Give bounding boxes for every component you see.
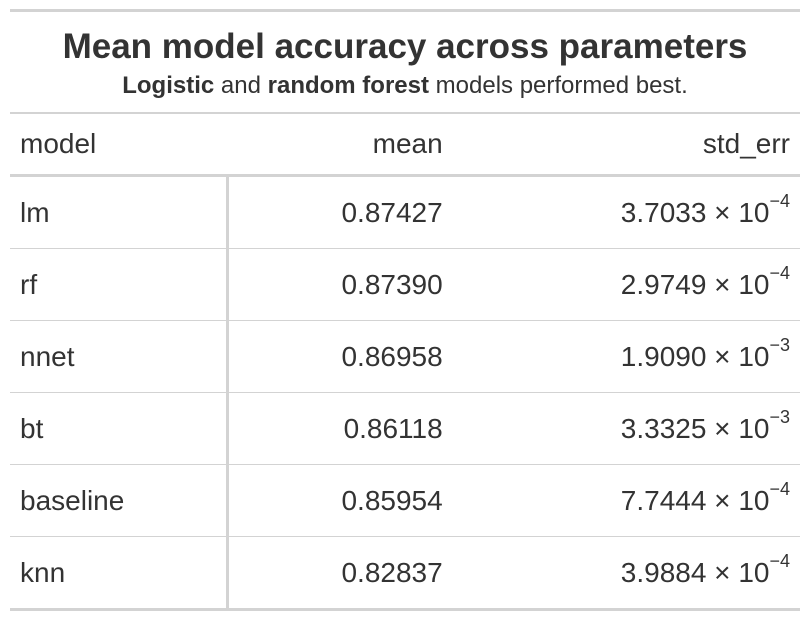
column-header: std_err (452, 113, 800, 177)
column-header: model (10, 113, 228, 177)
exponent: −4 (769, 551, 790, 572)
std-err-cell: 3.7033 × 10−4 (453, 176, 800, 249)
cell: 0.87427 (341, 196, 443, 228)
table-subtitle: Logistic and random forest models perfor… (10, 68, 800, 112)
subtitle-part: Logistic (122, 72, 215, 99)
row-label: baseline (10, 464, 229, 537)
coefficient: 7.7444 × 10 (620, 484, 770, 516)
std-err-cell: 7.7444 × 10−4 (452, 464, 800, 537)
table-row: nnet 0.86958 1.9090 × 10−3 (10, 320, 800, 393)
std-err-cell: 3.9884 × 10−4 (452, 536, 800, 608)
coefficient: 3.9884 × 10 (620, 556, 770, 588)
row-label: bt (10, 392, 229, 465)
column-header: mean (227, 113, 453, 177)
table-container: Mean model accuracy across parameters Lo… (10, 9, 800, 611)
std-err-cell: 2.9749 × 10−4 (452, 248, 800, 321)
exponent: −3 (769, 407, 790, 428)
cell: 0.86118 (227, 392, 453, 465)
cell: 0.87390 (227, 248, 453, 321)
subtitle-part: random forest (267, 72, 429, 99)
coefficient: 1.9090 × 10 (620, 340, 770, 372)
row-label: nnet (10, 320, 229, 393)
exponent: −3 (769, 335, 790, 356)
std-err-cell: 1.9090 × 10−3 (452, 320, 800, 393)
coefficient: 2.9749 × 10 (620, 268, 770, 300)
table-row: knn 0.82837 3.9884 × 10−4 (10, 536, 800, 608)
row-label: rf (10, 248, 229, 321)
row-label: knn (10, 536, 229, 608)
cell: 0.86958 (227, 320, 453, 393)
coefficient: 3.7033 × 10 (620, 196, 770, 228)
table-row: rf 0.87390 2.9749 × 10−4 (10, 248, 800, 321)
header-row: model mean std_err (10, 113, 800, 177)
table-row: baseline 0.85954 7.7444 × 10−4 (10, 464, 800, 537)
std-err-cell: 3.3325 × 10−3 (452, 392, 800, 465)
coefficient: 3.3325 × 10 (620, 412, 770, 444)
subtitle-part: and (214, 72, 268, 99)
subtitle-part: models performed best. (428, 72, 688, 99)
table-body: lm 0.87427 3.7033 × 10−4 rf 0.87390 2.9749 × … (10, 175, 800, 608)
exponent: −4 (769, 263, 790, 284)
row-label: lm (10, 175, 229, 249)
exponent: −4 (769, 479, 790, 500)
exponent: −4 (769, 191, 790, 212)
table-title: Mean model accuracy across parameters (62, 27, 748, 66)
cell: 0.82837 (227, 536, 453, 608)
table-row: bt 0.86118 3.3325 × 10−3 (10, 392, 800, 465)
cell: 0.85954 (227, 464, 453, 537)
data-table: model mean std_err lm 0.87427 3.7033 × 10−4 r… (10, 112, 800, 608)
table-row: lm 0.87427 3.7033 × 10−4 (10, 175, 800, 249)
